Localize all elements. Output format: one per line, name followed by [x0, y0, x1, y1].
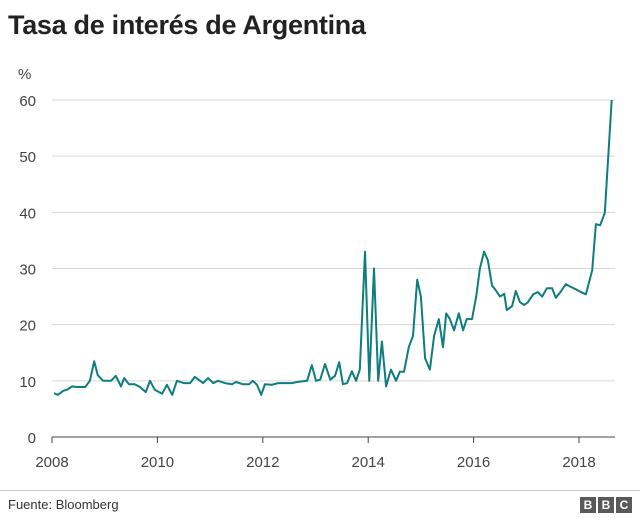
y-tick-label: 40: [19, 205, 36, 222]
y-tick-label: 60: [19, 93, 36, 110]
x-tick-label: 2008: [35, 454, 68, 471]
bbc-logo-letter: C: [616, 497, 632, 513]
y-tick-label: 20: [19, 318, 36, 335]
y-tick-label: 30: [19, 262, 36, 279]
y-axis-label: %: [18, 66, 31, 83]
x-tick-label: 2012: [246, 454, 279, 471]
series-line: [53, 99, 613, 396]
bbc-logo: B B C: [580, 497, 632, 513]
y-tick-label: 50: [19, 149, 36, 166]
x-tick-label: 2016: [457, 454, 490, 471]
footer-divider: [0, 490, 640, 491]
x-tick-label: 2018: [562, 454, 595, 471]
line-chart: % 0 10 20 30 40 50 60 2008 2010 2012 2014 2016 2018: [18, 66, 615, 471]
x-tick-label: 2014: [352, 454, 385, 471]
x-tick-label: 2010: [141, 454, 174, 471]
source-note: Fuente: Bloomberg: [8, 497, 119, 512]
y-tick-label: 0: [28, 430, 36, 447]
bbc-logo-letter: B: [598, 497, 614, 513]
bbc-logo-letter: B: [580, 497, 596, 513]
y-tick-label: 10: [19, 374, 36, 391]
chart-title: Tasa de interés de Argentina: [8, 10, 366, 40]
